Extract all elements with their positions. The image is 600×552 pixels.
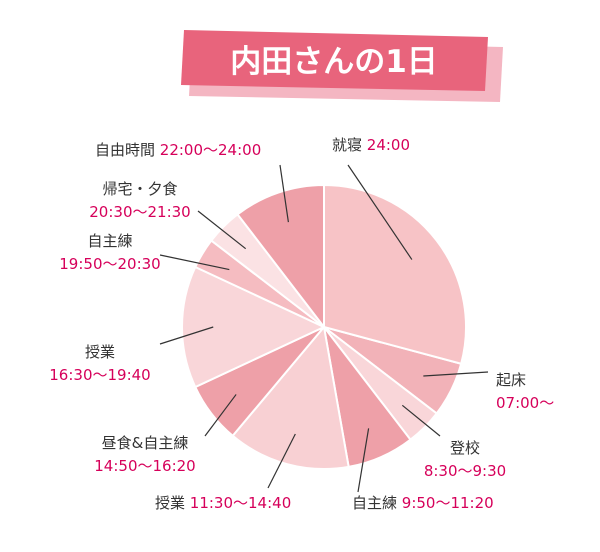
leader-line [159,254,230,271]
slice-label-name: 帰宅・夕食 [102,180,177,198]
slice-label: 授業 16:30〜19:40 [49,343,150,384]
slice-label-name: 登校 [450,439,480,457]
slice-label-time: 8:30〜9:30 [424,462,506,480]
leader-line [159,326,214,345]
leader-lines [159,164,489,493]
slice-label: 自由時間 22:00〜24:00 [95,141,261,159]
slice-label-text: 授業 11:30〜14:40 [155,494,291,512]
slice-label-time: 14:50〜16:20 [94,457,195,475]
slice-label: 起床 07:00〜 [496,371,554,412]
slice-label-time: 20:30〜21:30 [89,203,190,221]
slice-label-time: 07:00〜 [496,394,554,412]
pie-slice [181,265,327,389]
chart-title: 内田さんの1日 [230,44,438,80]
slice-label: 就寝 24:00 [332,136,410,154]
slice-label-text: 自主練 9:50〜11:20 [352,494,494,512]
slice-label: 昼食&自主練 14:50〜16:20 [94,434,195,475]
slice-label-name: 昼食&自主練 [102,434,189,452]
slice-label-time: 9:50〜11:20 [402,494,494,512]
slice-label-name: 授業 [85,343,115,361]
slice-label-name: 就寝 [332,136,367,154]
slice-label-name: 授業 [155,494,190,512]
pie-slices [181,183,467,470]
slice-label: 帰宅・夕食 20:30〜21:30 [89,180,190,221]
pie-slice [323,183,467,365]
slice-label-time: 16:30〜19:40 [49,366,150,384]
slice-label: 自主練 9:50〜11:20 [352,494,494,512]
leader-line [423,371,489,377]
leader-line [347,164,413,260]
slice-label: 授業 11:30〜14:40 [155,494,291,512]
slice-label-name: 起床 [496,371,526,389]
slice-label-time: 22:00〜24:00 [160,141,261,159]
leader-line [204,394,237,437]
slice-label-name: 自主練 [352,494,402,512]
leader-line [401,404,441,437]
slice-label: 自主練 19:50〜20:30 [59,232,160,273]
slice-label-time: 19:50〜20:30 [59,255,160,273]
slice-label-name: 自主練 [87,232,132,250]
leader-line [357,428,370,493]
leader-line [197,210,247,250]
pie-slice [231,324,350,470]
slice-labels: 起床 07:00〜登校 8:30〜9:30 自主練 9:50〜11:20 授業 11:3… [49,136,554,512]
slice-label-time: 24:00 [367,136,410,154]
pie-slice [236,183,325,330]
slice-label-text: 自由時間 22:00〜24:00 [95,141,261,159]
slice-label: 登校 8:30〜9:30 [424,439,506,480]
slice-label-text: 就寝 24:00 [332,136,410,154]
leader-line [267,433,296,489]
title-banner: 内田さんの1日 [181,30,503,102]
title-background [181,30,488,91]
slice-label-time: 11:30〜14:40 [190,494,291,512]
leader-line [279,164,289,223]
slice-label-name: 自由時間 [95,141,160,159]
